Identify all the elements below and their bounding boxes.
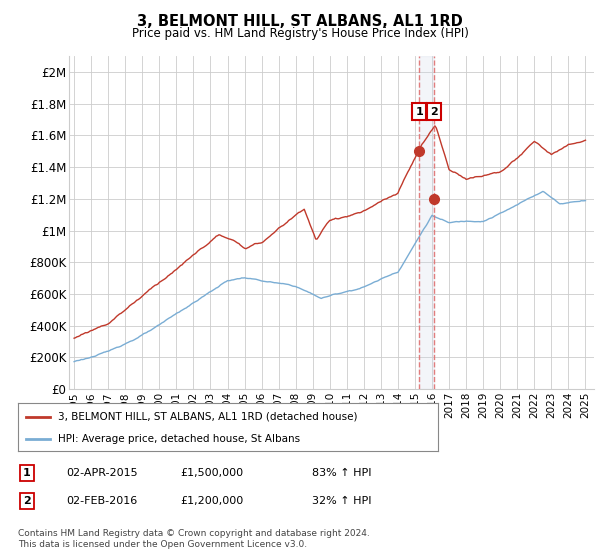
- Text: 83% ↑ HPI: 83% ↑ HPI: [312, 468, 371, 478]
- Text: 2: 2: [430, 106, 437, 116]
- Text: 3, BELMONT HILL, ST ALBANS, AL1 1RD: 3, BELMONT HILL, ST ALBANS, AL1 1RD: [137, 14, 463, 29]
- Text: 1: 1: [23, 468, 31, 478]
- Text: 2: 2: [23, 496, 31, 506]
- Text: HPI: Average price, detached house, St Albans: HPI: Average price, detached house, St A…: [58, 434, 300, 444]
- Text: £1,500,000: £1,500,000: [180, 468, 243, 478]
- Text: 32% ↑ HPI: 32% ↑ HPI: [312, 496, 371, 506]
- Text: Contains HM Land Registry data © Crown copyright and database right 2024.
This d: Contains HM Land Registry data © Crown c…: [18, 529, 370, 549]
- Text: 3, BELMONT HILL, ST ALBANS, AL1 1RD (detached house): 3, BELMONT HILL, ST ALBANS, AL1 1RD (det…: [58, 412, 358, 422]
- Text: £1,200,000: £1,200,000: [180, 496, 243, 506]
- Text: 1: 1: [415, 106, 423, 116]
- Text: Price paid vs. HM Land Registry's House Price Index (HPI): Price paid vs. HM Land Registry's House …: [131, 27, 469, 40]
- Bar: [419, 56, 434, 389]
- Text: 02-FEB-2016: 02-FEB-2016: [66, 496, 137, 506]
- Text: 02-APR-2015: 02-APR-2015: [66, 468, 137, 478]
